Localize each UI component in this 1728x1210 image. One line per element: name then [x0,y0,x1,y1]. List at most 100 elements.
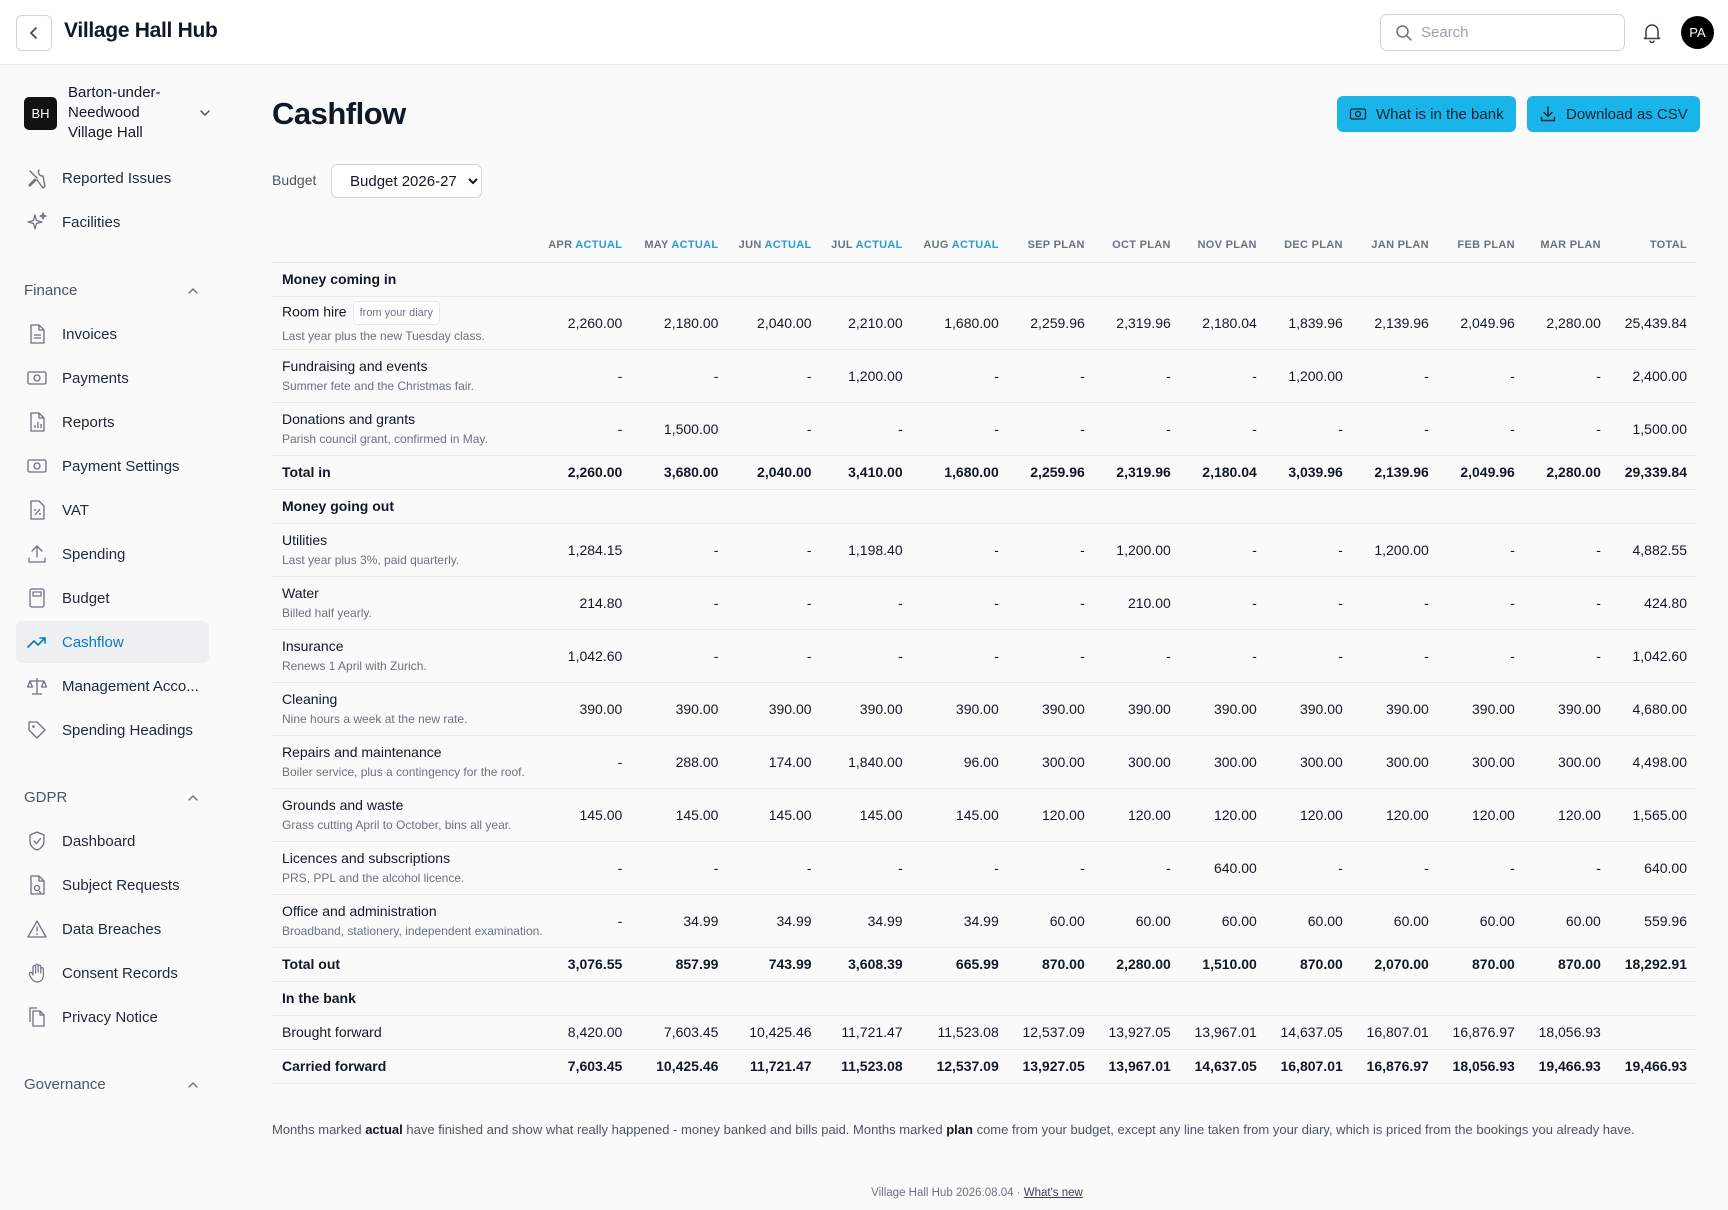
user-avatar[interactable]: PA [1681,16,1714,49]
value-cell: 120.00 [1094,788,1181,842]
total-cell: 1,500.00 [1610,402,1697,456]
value-cell: 1,284.15 [535,523,633,577]
row-title: Room hire from your diary [282,300,535,325]
sidebar-item-budget[interactable]: Budget [16,577,209,619]
sidebar-item-dashboard[interactable]: Dashboard [16,820,209,862]
sidebar-item-label: Payments [62,369,129,387]
row-label-cell: Carried forward [272,1049,536,1084]
sidebar-item-spending-headings[interactable]: Spending Headings [16,709,209,751]
value-cell: 120.00 [1352,788,1439,842]
value-cell: 1,680.00 [912,455,1009,490]
value-cell: 3,039.96 [1266,455,1353,490]
value-cell: - [1352,629,1439,683]
row-label-cell: Water Billed half yearly. [272,576,536,630]
actual-label: ACTUAL [764,238,812,251]
total-cell: 25,439.84 [1610,296,1697,350]
value-cell: 1,680.00 [912,296,1009,350]
value-cell: 2,139.96 [1352,455,1439,490]
what-is-in-the-bank-button[interactable]: What is in the bank [1337,96,1516,132]
value-cell: - [1180,576,1267,630]
notifications-bell-icon[interactable] [1640,20,1664,44]
month-label: APR [548,238,573,251]
value-cell: - [1524,629,1611,683]
table-row: Utilities Last year plus 3%, paid quarter… [272,523,1697,577]
value-cell: - [632,349,729,403]
total-cell: 2,400.00 [1610,349,1697,403]
value-cell: 2,280.00 [1524,296,1611,350]
sidebar-item-label: Spending [62,545,126,563]
table-row: Cleaning Nine hours a week at the new rat… [272,682,1697,736]
value-cell: 34.99 [728,894,822,948]
sidebar-item-privacy-notice[interactable]: Privacy Notice [16,996,209,1038]
row-label-cell: Grounds and waste Grass cutting April to … [272,788,536,842]
value-cell: 870.00 [1438,947,1525,982]
percent-document-icon [26,499,48,521]
value-cell: 2,210.00 [821,296,913,350]
sidebar-item-vat[interactable]: VAT [16,489,209,531]
total-row: Total out 3,076.55 857.99 743.99 3,608.39 665… [272,947,1697,982]
value-cell: - [1266,841,1353,895]
column-header-mar: MAR PLAN [1524,228,1611,263]
total-cell: 640.00 [1610,841,1697,895]
sidebar-item-payments[interactable]: Payments [16,357,209,399]
button-label: Download as CSV [1566,105,1688,123]
sidebar-item-reported-issues[interactable]: Reported Issues [16,157,209,199]
value-cell: 120.00 [1266,788,1353,842]
row-label-cell: Office and administration Broadband, stat… [272,894,543,948]
actual-label: ACTUAL [855,238,903,251]
sidebar-item-invoices[interactable]: Invoices [16,313,209,355]
value-cell: - [1094,841,1181,895]
sidebar-item-subject-requests[interactable]: Subject Requests [16,864,209,906]
row-note: Renews 1 April with Zurich. [282,658,427,673]
whats-new-link[interactable]: What's new [1023,1187,1083,1199]
value-cell: - [1438,523,1525,577]
sidebar-item-spending[interactable]: Spending [16,533,209,575]
back-button[interactable] [16,15,52,51]
download-csv-button[interactable]: Download as CSV [1527,96,1700,132]
sidebar-item-facilities[interactable]: Facilities [16,201,209,243]
footer: Village Hall Hub 2026.08.04 · What's new [0,1187,1728,1199]
sidebar-item-label: Spending Headings [62,721,193,739]
row-label-cell: In the bank [272,981,1697,1016]
value-cell: 1,200.00 [1266,349,1353,403]
org-name: Barton-under-Needwood Village Hall [68,84,161,141]
column-header-total: TOTAL [1610,228,1697,263]
value-cell: 390.00 [632,682,729,736]
value-cell: 210.00 [1094,576,1181,630]
table-row: Fundraising and events Summer fete and th… [272,349,1697,403]
sidebar-item-payment-settings[interactable]: Payment Settings [16,445,209,487]
table-row: Office and administration Broadband, stat… [272,894,1697,948]
value-cell: - [1094,349,1181,403]
value-cell: 120.00 [1008,788,1095,842]
column-header-sep: SEP PLAN [1008,228,1095,263]
search-input[interactable] [1421,24,1601,41]
value-cell: 300.00 [1008,735,1095,789]
gdpr-section-toggle[interactable]: GDPR [24,789,199,806]
diary-source-badge: from your diary [352,300,440,325]
sidebar-item-data-breaches[interactable]: Data Breaches [16,908,209,950]
search-box[interactable] [1380,14,1625,51]
value-cell: 14,637.05 [1180,1049,1267,1084]
plan-label: PLAN [1483,238,1515,251]
table-row: Donations and grants Parish council grant… [272,402,1697,456]
value-cell: 2,180.04 [1180,455,1267,490]
value-cell: - [535,349,633,403]
sidebar-item-management-accounts[interactable]: Management Acco... [16,665,209,707]
sidebar-item-cashflow[interactable]: Cashflow [16,621,209,663]
row-label-cell: Room hire from your diary Last year plus t… [272,296,536,350]
finance-section-toggle[interactable]: Finance [24,282,199,299]
value-cell: 1,510.00 [1180,947,1267,982]
budget-select[interactable]: Budget 2026-27 [331,164,482,198]
sidebar-item-consent-records[interactable]: Consent Records [16,952,209,994]
sidebar-item-reports[interactable]: Reports [16,401,209,443]
row-title: Repairs and maintenance [282,743,535,761]
org-switcher[interactable]: BH Barton-under-Needwood Village Hall [24,83,214,143]
footnote: Months marked actual have finished and s… [272,1122,1635,1137]
plan-label: PLAN [1569,238,1601,251]
governance-section-toggle[interactable]: Governance [24,1076,199,1093]
value-cell: 11,523.08 [821,1049,913,1084]
row-title-text: Insurance [282,637,344,654]
month-label: OCT [1112,238,1137,251]
row-title-text: Room hire [282,303,347,320]
sidebar: BH Barton-under-Needwood Village Hall Re… [0,65,225,1210]
